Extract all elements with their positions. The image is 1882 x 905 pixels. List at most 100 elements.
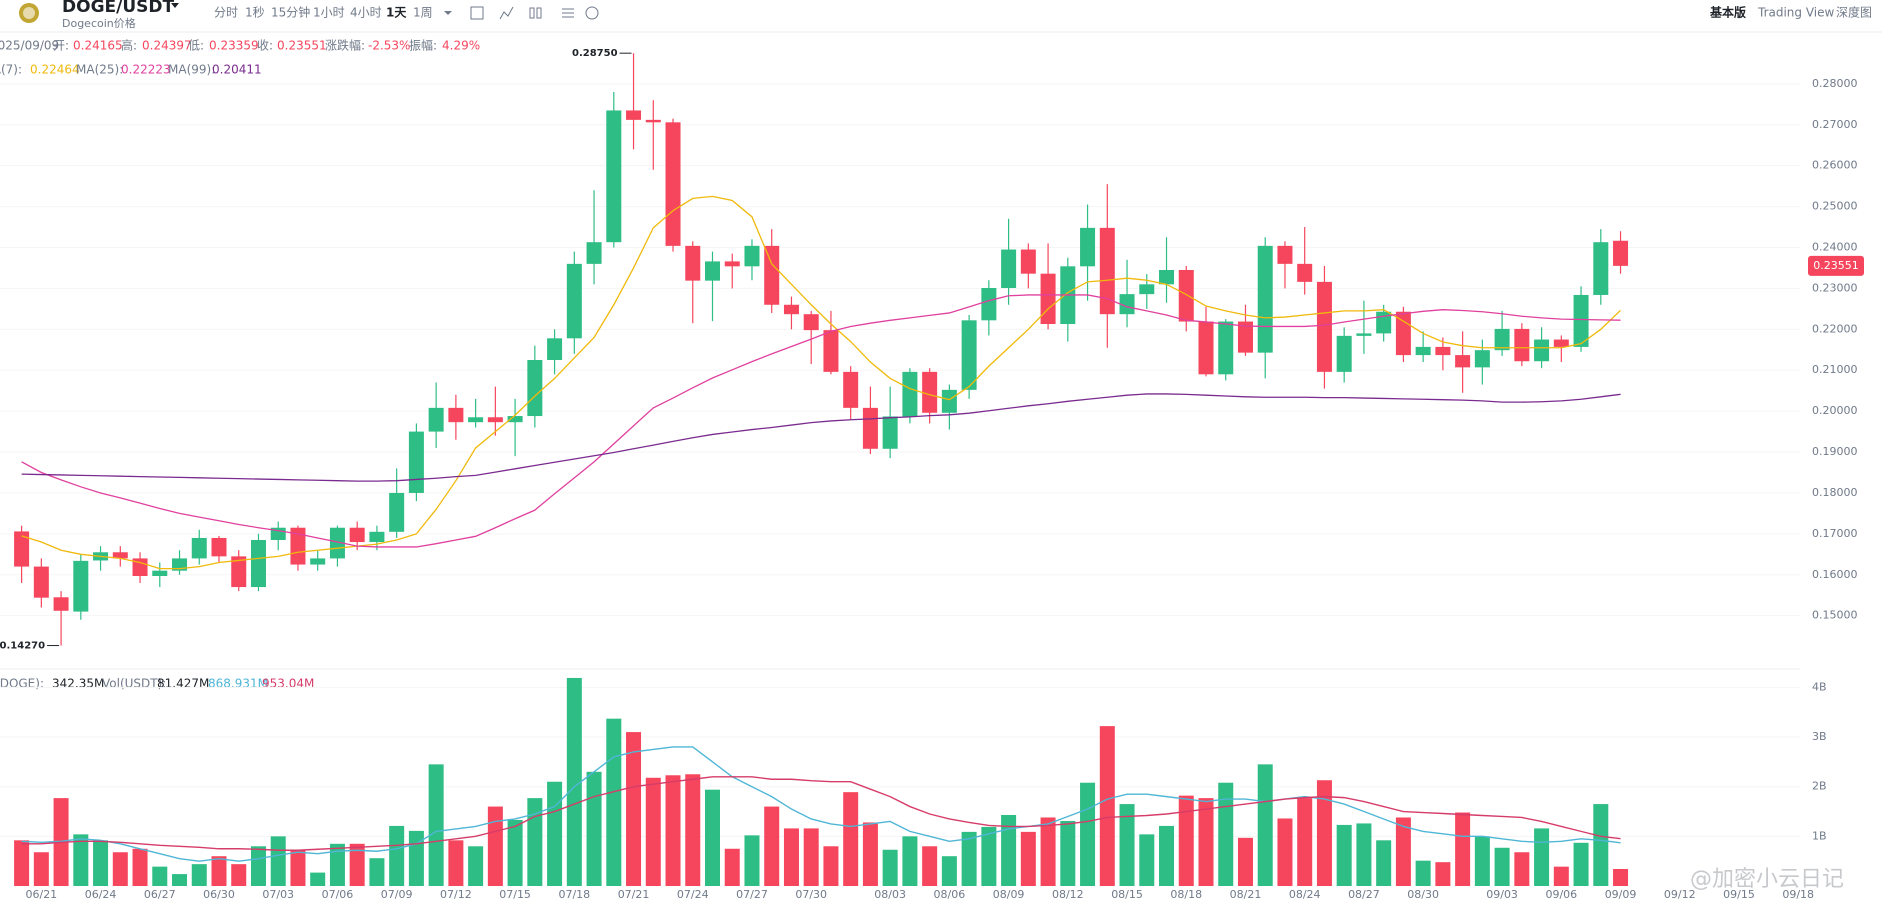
- y-tick-label: 0.21000: [1812, 363, 1858, 376]
- volume-bar: [803, 828, 819, 886]
- candle-body: [922, 371, 938, 413]
- candle-body: [783, 304, 799, 315]
- ma-legend-value: 0.22223: [121, 63, 171, 77]
- tab[interactable]: 1小时: [313, 6, 345, 20]
- candle-body: [862, 407, 878, 449]
- x-tick-label: 08/09: [993, 888, 1025, 901]
- candle-body: [823, 330, 839, 372]
- view-tab-active[interactable]: 基本版: [1709, 5, 1746, 20]
- x-tick-label: 07/12: [440, 888, 472, 901]
- x-tick-label: 08/27: [1348, 888, 1380, 901]
- volume-bar: [1159, 825, 1175, 886]
- volume-bar: [1178, 795, 1194, 886]
- x-tick-label: 07/21: [618, 888, 650, 901]
- candle-body: [1474, 350, 1490, 368]
- ma-line: [21, 393, 1621, 482]
- tab-active[interactable]: 1天: [386, 6, 407, 20]
- logo-inner: [23, 7, 35, 19]
- icon[interactable]: [470, 6, 484, 20]
- x-tick-label: 09/03: [1486, 888, 1518, 901]
- volume-bar: [1356, 823, 1372, 886]
- icon[interactable]: [536, 7, 542, 19]
- candle-body: [1395, 311, 1411, 356]
- pair-title[interactable]: DOGE/USDT: [62, 0, 174, 17]
- volume-bar: [843, 792, 859, 886]
- candle-body: [487, 417, 503, 423]
- pair-dropdown[interactable]: [171, 3, 179, 8]
- volume-bar: [507, 819, 523, 886]
- icon[interactable]: [585, 6, 599, 20]
- watermark: @加密小云日记: [1690, 867, 1844, 892]
- tab[interactable]: 1秒: [245, 6, 265, 20]
- tab[interactable]: 4小时: [350, 6, 382, 20]
- candle-body: [310, 558, 326, 565]
- vol-legend-value: 81.427M: [157, 677, 209, 691]
- plot: 0.15000 0.16000 0.17000 0.18000 0.19000 0.200…: [0, 48, 1864, 901]
- view-tab[interactable]: 深度图: [1836, 5, 1872, 20]
- candle-body: [626, 110, 642, 120]
- info-value: 0.24165: [73, 39, 123, 53]
- candle-body: [132, 558, 148, 576]
- tab[interactable]: 15分钟: [271, 5, 310, 20]
- tab[interactable]: 分时: [214, 6, 238, 20]
- info-value: 4.29%: [442, 39, 480, 53]
- volume-bar: [1494, 847, 1510, 886]
- volume-bar: [1020, 831, 1036, 886]
- vol-tick-label: 1B: [1812, 829, 1827, 842]
- candle-body: [1356, 333, 1372, 336]
- volume-bar: [93, 840, 109, 886]
- x-tick-label: 09/18: [1782, 888, 1814, 901]
- volume-bar: [626, 732, 642, 886]
- info-date: 2025/09/09: [0, 39, 59, 53]
- ma-legend-label: MA(99):: [168, 63, 215, 77]
- candle-body: [152, 570, 168, 576]
- volume-bar: [1376, 840, 1392, 886]
- y-tick-label: 0.23000: [1812, 281, 1858, 294]
- ma-legend-label: MA(25):: [76, 63, 123, 77]
- candle-body: [1573, 294, 1589, 347]
- x-tick-label: 08/21: [1230, 888, 1262, 901]
- candle-body: [191, 537, 207, 559]
- volume-bar: [1593, 804, 1609, 886]
- y-tick-label: 0.16000: [1812, 568, 1858, 581]
- volume-bar: [1336, 824, 1352, 886]
- volume-bar: [329, 843, 345, 886]
- candle-body: [902, 371, 918, 417]
- subtitle[interactable]: Dogecoin价格: [62, 16, 136, 30]
- icon[interactable]: [499, 6, 514, 20]
- candle-body: [724, 261, 740, 267]
- candle-body: [705, 261, 720, 281]
- candle-body: [1534, 339, 1550, 362]
- volume-bar: [823, 846, 839, 886]
- x-tick-label: 07/24: [677, 888, 709, 901]
- candle-body: [408, 431, 424, 493]
- info-value: 0.24397: [142, 39, 192, 53]
- volume-bar: [132, 848, 148, 886]
- info-label: 低:: [188, 39, 204, 53]
- volume-bar: [152, 866, 168, 886]
- x-tick-label: 08/18: [1170, 888, 1202, 901]
- icon[interactable]: [529, 7, 535, 19]
- icon[interactable]: [562, 8, 574, 18]
- candle-body: [941, 389, 957, 413]
- volume-bar: [1218, 782, 1234, 886]
- candle-body: [112, 552, 128, 559]
- last-price-label: 0.23551: [1813, 259, 1859, 272]
- volume-bar: [744, 835, 760, 886]
- volume-bar: [527, 798, 543, 886]
- x-tick-label: 08/12: [1052, 888, 1084, 901]
- info-value: 0.23359: [209, 39, 259, 53]
- x-tick-label: 08/06: [934, 888, 966, 901]
- volume-bar: [1415, 860, 1431, 886]
- volume-bar: [1060, 820, 1076, 886]
- ma-legend-value: 0.22464: [30, 63, 80, 77]
- view-tab[interactable]: Trading View: [1757, 6, 1835, 20]
- info-label: 开:: [53, 39, 69, 53]
- candle-body: [1277, 245, 1293, 264]
- volume-bar: [33, 852, 49, 886]
- more-dropdown[interactable]: [444, 11, 452, 15]
- tab[interactable]: 1周: [413, 6, 433, 20]
- candle-body: [14, 531, 30, 567]
- volume-bar: [882, 849, 898, 886]
- volume-ma-line: [21, 776, 1621, 851]
